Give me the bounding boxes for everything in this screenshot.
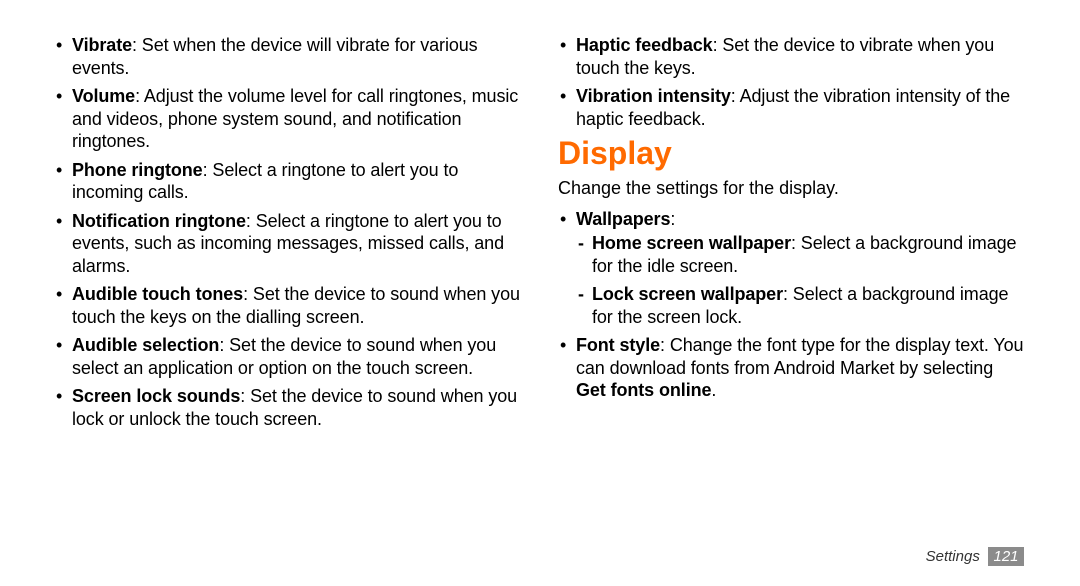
setting-term: Lock screen wallpaper: [592, 284, 783, 304]
footer-page-number: 121: [988, 547, 1024, 566]
action-term: Get fonts online: [576, 380, 711, 400]
section-heading-display: Display: [558, 136, 1026, 171]
setting-desc: : Adjust the volume level for call ringt…: [72, 86, 518, 151]
sublist-item: Lock screen wallpaper: Select a backgrou…: [576, 283, 1026, 328]
setting-desc-after: .: [711, 380, 716, 400]
list-item: Audible selection: Set the device to sou…: [54, 334, 522, 379]
setting-term: Notification ringtone: [72, 211, 246, 231]
list-item: Vibrate: Set when the device will vibrat…: [54, 34, 522, 79]
setting-term: Home screen wallpaper: [592, 233, 791, 253]
sound-settings-list: Vibrate: Set when the device will vibrat…: [54, 34, 522, 430]
left-column: Vibrate: Set when the device will vibrat…: [54, 34, 540, 552]
manual-page: Vibrate: Set when the device will vibrat…: [0, 0, 1080, 586]
setting-term: Phone ringtone: [72, 160, 203, 180]
page-footer: Settings 121: [926, 547, 1024, 566]
right-column: Haptic feedback: Set the device to vibra…: [540, 34, 1026, 552]
list-item: Haptic feedback: Set the device to vibra…: [558, 34, 1026, 79]
setting-term: Screen lock sounds: [72, 386, 240, 406]
setting-term: Audible touch tones: [72, 284, 243, 304]
list-item: Phone ringtone: Select a ringtone to ale…: [54, 159, 522, 204]
list-item: Volume: Adjust the volume level for call…: [54, 85, 522, 153]
setting-term: Vibration intensity: [576, 86, 731, 106]
display-settings-list: Wallpapers: Home screen wallpaper: Selec…: [558, 208, 1026, 402]
setting-desc: : Set when the device will vibrate for v…: [72, 35, 478, 78]
setting-term: Font style: [576, 335, 660, 355]
footer-section-label: Settings: [926, 548, 980, 565]
wallpapers-sublist: Home screen wallpaper: Select a backgrou…: [576, 232, 1026, 328]
list-item: Wallpapers: Home screen wallpaper: Selec…: [558, 208, 1026, 329]
sound-settings-list-cont: Haptic feedback: Set the device to vibra…: [558, 34, 1026, 130]
list-item: Font style: Change the font type for the…: [558, 334, 1026, 402]
setting-term: Haptic feedback: [576, 35, 713, 55]
sublist-item: Home screen wallpaper: Select a backgrou…: [576, 232, 1026, 277]
setting-term: Wallpapers: [576, 209, 670, 229]
list-item: Vibration intensity: Adjust the vibratio…: [558, 85, 1026, 130]
list-item: Notification ringtone: Select a ringtone…: [54, 210, 522, 278]
section-intro: Change the settings for the display.: [558, 177, 1026, 200]
list-item: Audible touch tones: Set the device to s…: [54, 283, 522, 328]
setting-term: Volume: [72, 86, 135, 106]
list-item: Screen lock sounds: Set the device to so…: [54, 385, 522, 430]
setting-colon: :: [670, 209, 675, 229]
setting-term: Vibrate: [72, 35, 132, 55]
setting-term: Audible selection: [72, 335, 219, 355]
